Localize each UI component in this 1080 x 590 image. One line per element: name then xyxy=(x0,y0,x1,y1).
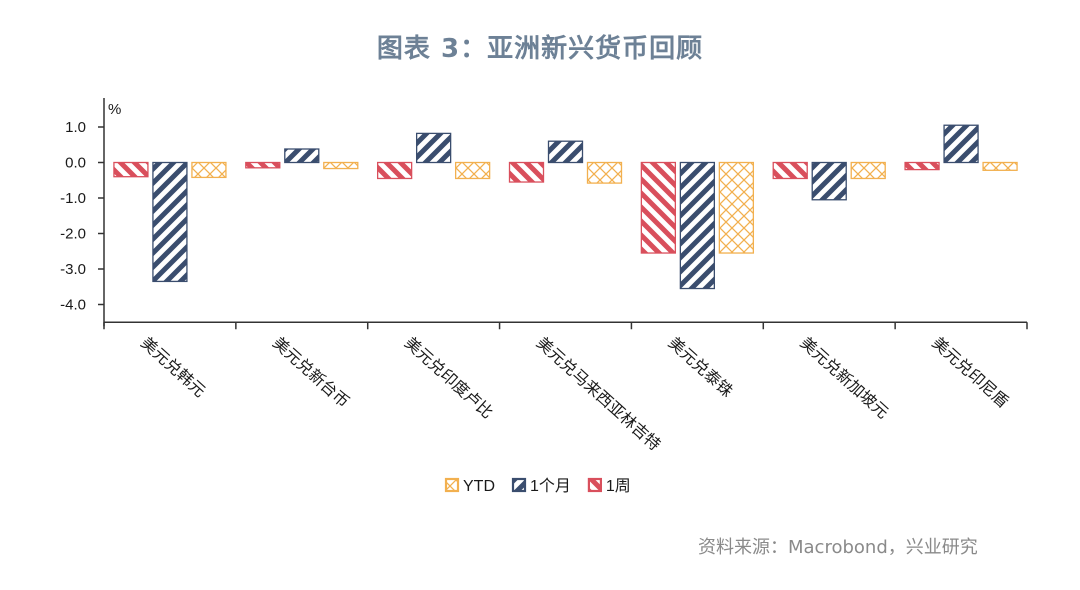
bar-1个月 xyxy=(284,148,320,164)
bar-YTD xyxy=(850,161,886,180)
category-label: 美元兑泰铢 xyxy=(665,333,737,401)
y-tick-label: 0.0 xyxy=(65,155,86,172)
y-unit-label: % xyxy=(108,101,121,118)
bar-1个月 xyxy=(152,161,188,283)
bar-YTD xyxy=(718,161,755,254)
bar-1个月 xyxy=(547,140,584,164)
bar-1周 xyxy=(113,161,149,178)
legend-label: 1个月 xyxy=(530,477,571,495)
bar-1周 xyxy=(772,161,808,180)
chart-title: 图表 3：亚洲新兴货币回顾 xyxy=(376,34,704,64)
y-tick-label: 1.0 xyxy=(65,119,86,136)
bar-1个月 xyxy=(679,161,716,290)
y-tick-label: -1.0 xyxy=(60,190,86,207)
category-label: 美元兑韩元 xyxy=(137,333,209,401)
bar-1周 xyxy=(376,161,413,180)
bar-1周 xyxy=(640,161,677,254)
bar-YTD xyxy=(586,161,623,184)
y-tick-label: -3.0 xyxy=(60,261,86,278)
y-tick-label: -4.0 xyxy=(60,297,86,314)
category-label: 美元兑新台币 xyxy=(269,333,353,411)
bar-1个月 xyxy=(811,161,847,201)
legend-swatch xyxy=(587,477,603,493)
legend-swatch xyxy=(511,477,527,493)
category-label: 美元兑新加坡元 xyxy=(797,333,893,422)
y-tick-label: -2.0 xyxy=(60,226,86,243)
bar-1个月 xyxy=(943,124,979,164)
category-label: 美元兑印度卢比 xyxy=(401,333,497,422)
bar-1个月 xyxy=(415,132,452,164)
category-label: 美元兑马来西亚林吉特 xyxy=(533,333,665,454)
bar-YTD xyxy=(454,161,491,180)
legend-label: YTD xyxy=(463,478,495,495)
legend: YTD 1个月 1周 xyxy=(444,477,631,495)
bar-1周 xyxy=(508,161,545,183)
bar-1周 xyxy=(904,161,940,171)
bar-1周 xyxy=(245,161,281,169)
bar-YTD xyxy=(982,161,1018,171)
source-note: 资料来源：Macrobond，兴业研究 xyxy=(698,537,978,558)
axis-labels: 美元兑韩元 美元兑新台币 美元兑印度卢比 美元兑马来西亚林吉特 美元兑泰铢 美元兑新加坡元… xyxy=(137,333,1012,454)
legend-label: 1周 xyxy=(606,478,631,495)
axes: 1.0 0.0 -1.0 -2.0 -3.0 -4.0% xyxy=(60,98,1028,330)
legend-swatch xyxy=(444,477,460,493)
bar-YTD xyxy=(191,161,227,179)
bar-YTD xyxy=(323,161,359,170)
bars xyxy=(113,124,1018,290)
category-label: 美元兑印尼盾 xyxy=(928,333,1012,411)
